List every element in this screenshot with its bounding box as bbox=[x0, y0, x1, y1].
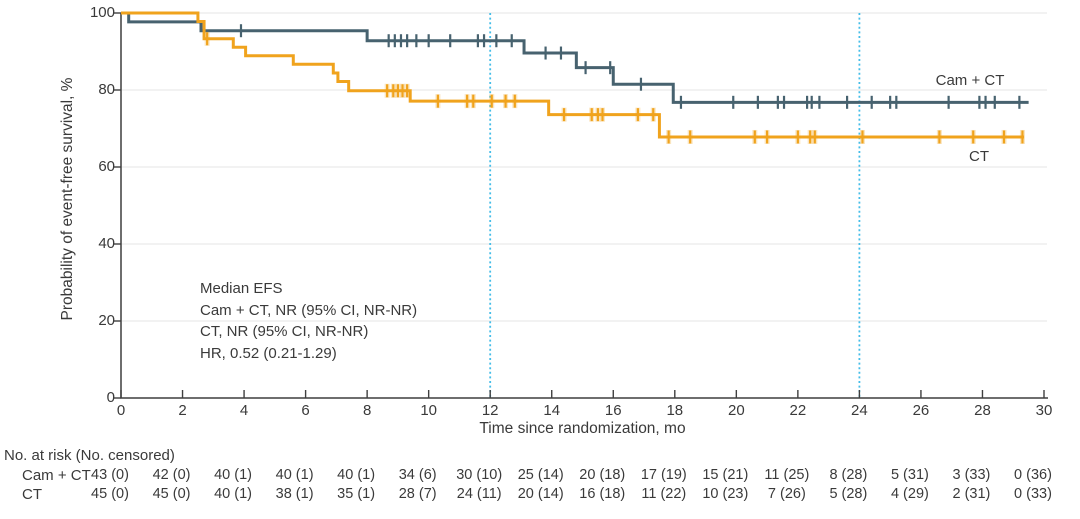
risk-cell: 5 (31) bbox=[890, 467, 929, 483]
x-tick-label: 10 bbox=[420, 402, 437, 419]
x-tick-label: 12 bbox=[481, 402, 499, 419]
risk-table-header: No. at risk (No. censored) bbox=[4, 447, 175, 464]
risk-cell: 7 (26) bbox=[767, 486, 806, 502]
x-tick-label: 4 bbox=[239, 402, 249, 419]
risk-cell: 40 (1) bbox=[214, 467, 252, 483]
x-tick-label: 24 bbox=[851, 402, 868, 419]
x-tick-label: 0 bbox=[116, 402, 126, 419]
x-axis-title: Time since randomization, mo bbox=[479, 420, 686, 437]
risk-row-label-camct: Cam + CT bbox=[22, 467, 91, 484]
km-curve-camct bbox=[121, 11, 1029, 104]
x-tick-label: 8 bbox=[362, 402, 372, 419]
x-tick-label: 14 bbox=[543, 402, 561, 419]
risk-cell: 0 (36) bbox=[1014, 467, 1052, 483]
risk-cell: 11 (25) bbox=[764, 467, 810, 483]
x-tick-label: 6 bbox=[301, 402, 310, 419]
y-tick-label: 80 bbox=[98, 81, 115, 98]
km-curve-ct bbox=[121, 11, 1024, 139]
risk-cell: 2 (31) bbox=[952, 486, 991, 502]
risk-cell: 43 (0) bbox=[91, 467, 129, 483]
risk-cell: 45 (0) bbox=[91, 486, 129, 502]
x-tick-label: 28 bbox=[974, 402, 991, 419]
risk-cell: 24 (11) bbox=[456, 486, 502, 502]
x-tick-label: 30 bbox=[1035, 402, 1053, 419]
risk-cell: 40 (1) bbox=[275, 467, 314, 483]
legend-label-ct: CT bbox=[969, 148, 989, 165]
risk-cell: 42 (0) bbox=[152, 467, 191, 483]
x-tick-label: 20 bbox=[727, 402, 745, 419]
risk-cell: 35 (1) bbox=[337, 486, 376, 502]
risk-cell: 20 (18) bbox=[579, 467, 626, 483]
y-tick-label: 0 bbox=[106, 389, 115, 406]
x-tick-label: 22 bbox=[789, 402, 807, 419]
risk-cell: 17 (19) bbox=[640, 467, 687, 483]
risk-cell: 10 (23) bbox=[702, 486, 749, 502]
x-tick-label: 16 bbox=[604, 402, 622, 419]
y-tick-label: 20 bbox=[98, 312, 115, 329]
y-axis-title: Probability of event-free survival, % bbox=[59, 77, 76, 321]
x-tick-label: 2 bbox=[178, 402, 187, 419]
x-tick-label: 26 bbox=[912, 402, 930, 419]
risk-cell: 34 (6) bbox=[398, 467, 437, 483]
risk-cell: 45 (0) bbox=[152, 486, 191, 502]
risk-cell: 28 (7) bbox=[398, 486, 437, 502]
x-tick-label: 18 bbox=[666, 402, 684, 419]
risk-cell: 30 (10) bbox=[456, 467, 503, 483]
risk-cell: 11 (22) bbox=[641, 486, 687, 502]
median-efs-annotation: Median EFS Cam + CT, NR (95% CI, NR-NR) … bbox=[200, 278, 417, 364]
risk-cell: 16 (18) bbox=[579, 486, 626, 502]
risk-cell: 3 (33) bbox=[952, 467, 991, 483]
y-tick-label: 100 bbox=[89, 4, 115, 21]
risk-cell: 20 (14) bbox=[517, 486, 564, 502]
legend-label-camct: Cam + CT bbox=[935, 72, 1005, 89]
risk-cell: 40 (1) bbox=[337, 467, 376, 483]
annotation-line-1: Median EFS bbox=[200, 280, 283, 297]
risk-cell: 4 (29) bbox=[890, 486, 929, 502]
risk-cell: 40 (1) bbox=[214, 486, 252, 502]
risk-cell: 8 (28) bbox=[829, 467, 868, 483]
annotation-line-4: HR, 0.52 (0.21-1.29) bbox=[200, 344, 337, 362]
y-tick-label: 40 bbox=[98, 235, 115, 252]
y-tick-label: 60 bbox=[98, 158, 115, 175]
risk-cell: 0 (33) bbox=[1014, 486, 1052, 502]
annotation-line-3: CT, NR (95% CI, NR-NR) bbox=[200, 323, 369, 340]
risk-cell: 25 (14) bbox=[517, 467, 564, 483]
risk-cell: 5 (28) bbox=[829, 486, 868, 502]
risk-row-label-ct: CT bbox=[22, 486, 42, 503]
risk-cell: 38 (1) bbox=[275, 486, 314, 502]
annotation-line-2: Cam + CT, NR (95% CI, NR-NR) bbox=[200, 301, 418, 319]
risk-cell: 15 (21) bbox=[702, 467, 749, 483]
